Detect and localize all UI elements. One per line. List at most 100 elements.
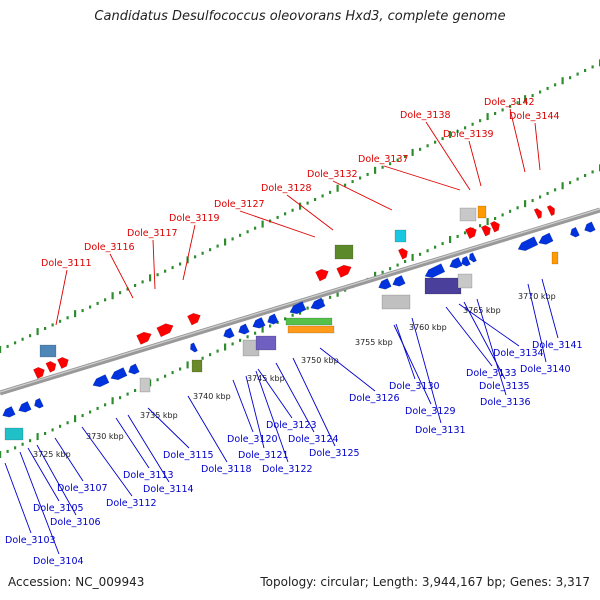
scale-label: 3740 kbp xyxy=(193,392,231,401)
forward-gene xyxy=(33,367,45,379)
gene-box-gray xyxy=(139,377,151,393)
forward-gene-label: Dole_3139 xyxy=(443,129,494,140)
tick-mark-lower xyxy=(254,331,257,335)
tick-mark-lower xyxy=(89,410,92,414)
tick-mark-lower xyxy=(441,242,444,246)
tick-mark-upper xyxy=(0,346,2,353)
gene-box-darkpurple xyxy=(424,277,462,295)
gene-box-cyan xyxy=(4,427,24,441)
tick-mark-lower xyxy=(374,271,377,279)
reverse-gene-leader xyxy=(115,417,150,469)
forward-gene-leader xyxy=(109,253,134,299)
tick-mark-lower xyxy=(306,306,309,310)
tick-mark-lower xyxy=(224,343,227,351)
forward-gene-leader xyxy=(425,121,471,191)
tick-mark-upper xyxy=(591,65,594,69)
tick-mark-lower xyxy=(104,403,107,407)
tick-mark-upper xyxy=(434,140,437,144)
tick-mark-upper xyxy=(276,215,279,219)
reverse-gene-leader xyxy=(255,370,289,463)
tick-mark-lower xyxy=(584,174,587,177)
reverse-gene-leader xyxy=(245,375,265,449)
reverse-gene-label: Dole_3141 xyxy=(532,340,583,351)
forward-gene-leader xyxy=(152,239,156,290)
reverse-gene xyxy=(92,374,110,388)
reverse-gene xyxy=(584,221,596,233)
tick-mark-lower xyxy=(126,392,129,396)
scale-label: 3725 kbp xyxy=(33,450,71,459)
forward-gene-label: Dole_3137 xyxy=(358,154,409,165)
tick-mark-upper xyxy=(554,83,557,87)
tick-mark-lower xyxy=(0,451,2,458)
reverse-gene-leader xyxy=(187,395,228,463)
tick-mark-lower xyxy=(329,295,332,299)
tick-mark-lower xyxy=(569,181,572,185)
reverse-gene xyxy=(223,327,235,339)
tick-mark-lower xyxy=(419,252,422,256)
tick-mark-upper xyxy=(411,148,414,156)
tick-mark-upper xyxy=(456,129,459,133)
forward-gene-label: Dole_3144 xyxy=(509,111,560,122)
scale-label: 3765 kbp xyxy=(463,306,501,315)
tick-mark-upper xyxy=(59,319,62,323)
tick-mark-upper xyxy=(224,238,227,246)
forward-gene-label: Dole_3128 xyxy=(261,183,312,194)
tick-mark-upper xyxy=(284,212,287,216)
tick-mark-lower xyxy=(336,289,339,297)
tick-mark-lower xyxy=(509,209,512,213)
tick-mark-upper xyxy=(246,230,249,234)
topology-text: Topology: circular; Length: 3,944,167 bp… xyxy=(260,575,590,589)
reverse-gene-label: Dole_3124 xyxy=(288,434,339,445)
tick-mark-upper xyxy=(104,298,107,302)
reverse-gene-leader xyxy=(81,426,133,497)
reverse-gene-leader xyxy=(127,414,170,483)
tick-mark-upper xyxy=(366,172,369,176)
tick-mark-lower xyxy=(396,263,399,267)
reverse-gene-label: Dole_3106 xyxy=(50,517,101,528)
gene-box-orange xyxy=(477,205,487,219)
tick-mark-upper xyxy=(314,198,317,201)
reverse-gene-label: Dole_3107 xyxy=(57,483,108,494)
tick-mark-upper xyxy=(126,287,129,291)
forward-gene-leader xyxy=(55,269,68,326)
reverse-gene xyxy=(469,252,477,263)
scale-label: 3755 kbp xyxy=(355,338,393,347)
reverse-gene-label: Dole_3103 xyxy=(5,535,56,546)
tick-mark-upper xyxy=(381,165,384,169)
gene-box-orange xyxy=(551,251,559,265)
forward-gene-leader xyxy=(239,210,316,238)
reverse-gene-label: Dole_3122 xyxy=(262,464,313,475)
reverse-gene-label: Dole_3131 xyxy=(415,425,466,436)
tick-mark-upper xyxy=(74,310,77,318)
tick-mark-lower xyxy=(96,406,99,410)
reverse-gene xyxy=(461,255,471,267)
reverse-gene xyxy=(238,323,250,335)
tick-mark-upper xyxy=(404,155,407,158)
tick-mark-lower xyxy=(6,449,9,453)
tick-mark-lower xyxy=(486,218,489,226)
tick-mark-lower xyxy=(411,253,414,261)
tick-mark-lower xyxy=(464,231,467,235)
reverse-gene-leader xyxy=(232,379,254,433)
reverse-gene-leader xyxy=(445,306,493,367)
forward-gene xyxy=(45,361,57,373)
forward-gene xyxy=(156,323,174,338)
reverse-gene xyxy=(110,367,128,381)
tick-mark-lower xyxy=(561,182,564,190)
forward-gene xyxy=(480,225,491,237)
reverse-gene-leader xyxy=(395,323,416,380)
tick-mark-lower xyxy=(81,414,84,418)
tick-mark-lower xyxy=(51,428,54,432)
tick-mark-lower xyxy=(291,313,294,317)
tick-mark-lower xyxy=(14,446,17,450)
reverse-gene-leader xyxy=(463,301,506,380)
tick-mark-upper xyxy=(336,184,339,192)
tick-mark-upper xyxy=(576,72,579,76)
tick-mark-lower xyxy=(216,349,219,353)
forward-gene-label: Dole_3138 xyxy=(400,110,451,121)
tick-mark-lower xyxy=(201,356,204,360)
tick-mark-lower xyxy=(149,379,152,387)
tick-mark-upper xyxy=(239,233,242,237)
forward-gene xyxy=(57,357,69,369)
